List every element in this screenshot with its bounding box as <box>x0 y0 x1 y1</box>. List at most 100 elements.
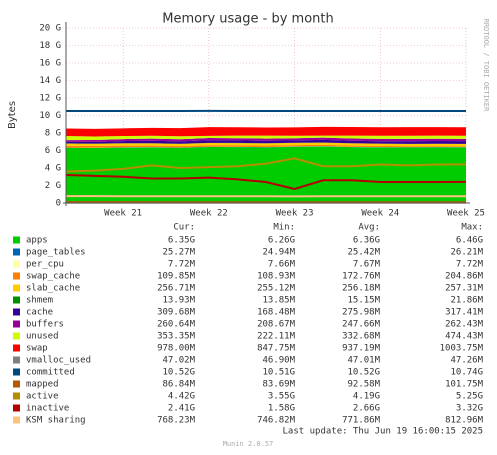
legend-value: 13.93M <box>162 296 195 306</box>
legend-value: 1.58G <box>268 404 295 414</box>
legend-value: 332.68M <box>342 332 381 342</box>
legend-value: 7.72M <box>456 260 484 270</box>
legend-swatch <box>13 368 20 376</box>
legend-value: 47.02M <box>162 356 195 366</box>
legend-value: 109.85M <box>157 272 196 282</box>
legend-value: 275.98M <box>342 308 381 318</box>
line <box>65 157 467 173</box>
x-tick-label: Week 22 <box>190 209 228 219</box>
legend-value: 6.26G <box>268 236 295 246</box>
legend-header: Avg: <box>358 223 380 233</box>
legend-swatch <box>13 356 20 364</box>
stacked-area <box>66 146 466 149</box>
legend-label: unused <box>26 332 59 342</box>
legend-label: mapped <box>26 380 59 390</box>
legend-value: 24.94M <box>262 248 295 258</box>
stacked-area <box>66 137 466 142</box>
legend-value: 7.67M <box>353 260 381 270</box>
legend-value: 474.43M <box>445 332 484 342</box>
y-tick-label: 2 G <box>45 181 61 191</box>
legend-value: 847.75M <box>257 344 296 354</box>
legend-value: 2.66G <box>353 404 380 414</box>
stacked-area <box>66 142 466 144</box>
legend-value: 7.72M <box>168 260 196 270</box>
legend-value: 47.26M <box>450 356 483 366</box>
legend-value: 6.36G <box>353 236 380 246</box>
legend-label: buffers <box>26 320 64 330</box>
legend-swatch <box>13 416 20 424</box>
legend-value: 26.21M <box>450 248 483 258</box>
legend-label: swap <box>26 344 48 354</box>
legend-swatch <box>13 320 20 328</box>
legend-value: 83.69M <box>262 380 295 390</box>
legend-label: shmem <box>26 296 53 306</box>
legend-value: 108.93M <box>257 272 296 282</box>
legend-value: 208.67M <box>257 320 296 330</box>
stacked-area <box>66 135 466 141</box>
stacked-area <box>66 146 466 148</box>
legend-swatch <box>13 236 20 244</box>
legend-swatch <box>13 296 20 304</box>
legend-swatch <box>13 332 20 340</box>
y-tick-label: 6 G <box>45 146 61 156</box>
legend-value: 1003.75M <box>440 344 484 354</box>
legend-swatch <box>13 404 20 412</box>
legend-value: 172.76M <box>342 272 381 282</box>
legend-value: 101.75M <box>445 380 484 390</box>
legend-value: 812.96M <box>445 416 484 426</box>
legend-value: 204.86M <box>445 272 484 282</box>
legend-value: 168.48M <box>257 308 296 318</box>
legend-label: slab_cache <box>26 284 80 294</box>
legend-label: vmalloc_used <box>26 356 91 366</box>
legend-value: 6.35G <box>168 236 195 246</box>
legend-value: 3.55G <box>268 392 295 402</box>
legend-header: Min: <box>273 223 295 233</box>
legend-label: KSM sharing <box>26 416 86 426</box>
legend-value: 15.15M <box>347 296 380 306</box>
legend-value: 317.41M <box>445 308 484 318</box>
last-update: Last update: Thu Jun 19 16:00:15 2025 <box>283 427 483 437</box>
legend-swatch <box>13 344 20 352</box>
legend-value: 5.25G <box>456 392 483 402</box>
legend-value: 10.52G <box>162 368 195 378</box>
stacked-area <box>66 142 466 147</box>
legend-label: per_cpu <box>26 260 64 270</box>
legend-value: 260.64M <box>157 320 196 330</box>
y-tick-label: 10 G <box>39 111 61 121</box>
legend-value: 256.71M <box>157 284 196 294</box>
y-tick-label: 12 G <box>39 94 61 104</box>
legend-swatch <box>13 380 20 388</box>
legend-label: inactive <box>26 404 69 414</box>
legend-swatch <box>13 260 20 268</box>
legend-value: 4.42G <box>168 392 195 402</box>
y-tick-label: 16 G <box>39 59 61 69</box>
legend-label: cache <box>26 308 53 318</box>
legend-value: 25.27M <box>162 248 195 258</box>
legend-value: 768.23M <box>157 416 196 426</box>
legend-value: 262.43M <box>445 320 484 330</box>
legend-label: committed <box>26 368 75 378</box>
legend-value: 222.11M <box>257 332 296 342</box>
legend-value: 746.82M <box>257 416 296 426</box>
legend-swatch <box>13 392 20 400</box>
stacked-area <box>66 144 466 148</box>
legend-value: 2.41G <box>168 404 195 414</box>
x-tick-label: Week 24 <box>361 209 399 219</box>
x-tick-label: Week 23 <box>276 209 314 219</box>
x-tick-label: Week 25 <box>447 209 485 219</box>
legend-value: 3.32G <box>456 404 483 414</box>
legend-value: 4.19G <box>353 392 380 402</box>
legend-swatch <box>13 284 20 292</box>
legend-value: 771.86M <box>342 416 381 426</box>
y-tick-label: 4 G <box>45 164 61 174</box>
legend-value: 256.18M <box>342 284 381 294</box>
legend-value: 21.86M <box>450 296 483 306</box>
legend-swatch <box>13 308 20 316</box>
legend-swatch <box>13 272 20 280</box>
stacked-area <box>66 126 466 137</box>
y-tick-label: 14 G <box>39 76 61 86</box>
legend-value: 257.31M <box>445 284 484 294</box>
legend-swatch <box>13 248 20 256</box>
legend-value: 86.84M <box>162 380 195 390</box>
